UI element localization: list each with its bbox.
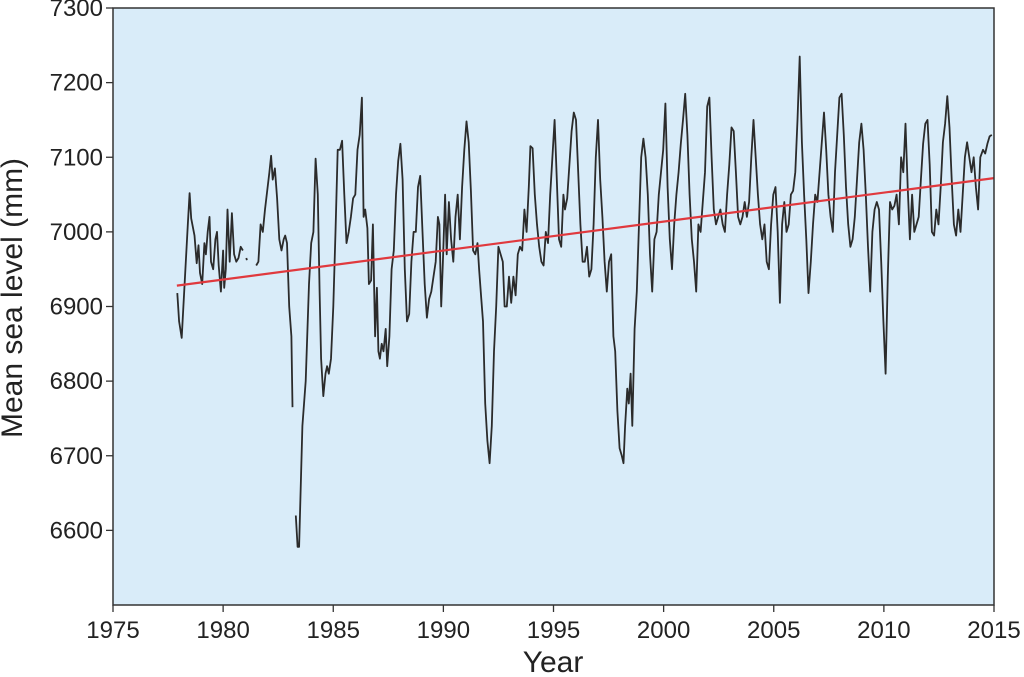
sea-level-series-line: [176, 192, 244, 339]
y-axis-title: Mean sea level (mm): [0, 158, 29, 438]
y-tick-label: 7200: [50, 70, 103, 97]
y-tick-label: 6700: [50, 443, 103, 470]
x-axis-ticks: 1975 1980 1985 1990 1995 2000 2005 2010 2015: [86, 605, 1021, 644]
x-tick-label: 1980: [196, 617, 249, 644]
x-tick-label: 1995: [527, 617, 580, 644]
plot-background: [113, 8, 994, 605]
y-tick-label: 6800: [50, 368, 103, 395]
x-axis-title: Year: [523, 646, 584, 677]
series-layer: [176, 55, 993, 548]
x-tick-label: 1975: [86, 617, 139, 644]
y-tick-label: 6600: [50, 517, 103, 544]
sea-level-series-line: [294, 55, 993, 548]
x-tick-label: 2010: [857, 617, 910, 644]
x-tick-label: 1990: [417, 617, 470, 644]
trend-line: [176, 177, 995, 287]
y-tick-label: 6900: [50, 294, 103, 321]
sea-level-series-line: [245, 257, 248, 261]
x-tick-label: 2000: [637, 617, 690, 644]
y-axis-ticks: 6600 6700 6800 6900 7000 7100 7200 7300: [50, 0, 113, 544]
sea-level-series-line: [255, 154, 294, 408]
x-tick-label: 2015: [967, 617, 1020, 644]
y-tick-label: 7100: [50, 144, 103, 171]
x-tick-label: 2005: [747, 617, 800, 644]
x-tick-label: 1985: [307, 617, 360, 644]
y-tick-label: 7000: [50, 219, 103, 246]
trend-layer: [176, 177, 995, 287]
y-tick-label: 7300: [50, 0, 103, 22]
